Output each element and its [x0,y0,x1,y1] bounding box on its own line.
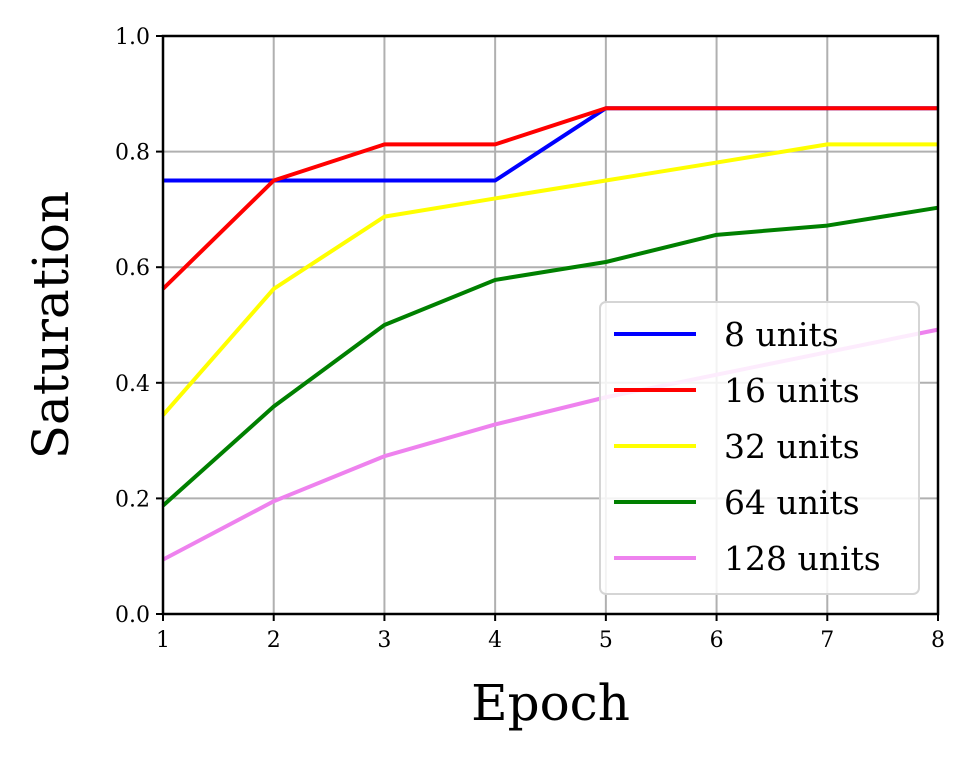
legend-label: 128 units [724,539,881,578]
y-tick-label: 0.4 [115,372,150,397]
x-tick-label: 3 [377,628,391,653]
legend-box [599,301,920,595]
y-tick-label: 0.6 [115,256,150,281]
x-axis-label: Epoch [471,674,630,732]
y-axis-label: Saturation [22,191,80,459]
y-tick-label: 0.8 [115,141,150,166]
series-line-3 [161,142,938,417]
series-line-2 [161,106,938,291]
y-tick-label: 0.2 [115,487,150,512]
y-tick-label: 0.0 [115,603,150,628]
legend-label: 8 units [724,315,839,354]
x-tick-label: 1 [156,628,170,653]
x-tick-label: 8 [931,628,945,653]
legend: 8 units 16 units 32 units 64 units 128 units [599,301,920,595]
plot-frame [161,34,940,616]
x-tick-label: 4 [488,628,502,653]
x-tick-label: 2 [267,628,281,653]
x-tick-label: 5 [599,628,613,653]
legend-label: 64 units [724,483,860,522]
y-tick-label: 1.0 [115,25,150,50]
axis-ticks: 1 2 3 4 5 6 7 8 0.0 0.2 0.4 0.6 0.8 1.0 [115,25,945,653]
series-line-4 [161,205,939,508]
legend-label: 16 units [724,371,860,410]
x-tick-label: 6 [710,628,724,653]
x-tick-label: 7 [820,628,834,653]
legend-label: 32 units [724,427,860,466]
